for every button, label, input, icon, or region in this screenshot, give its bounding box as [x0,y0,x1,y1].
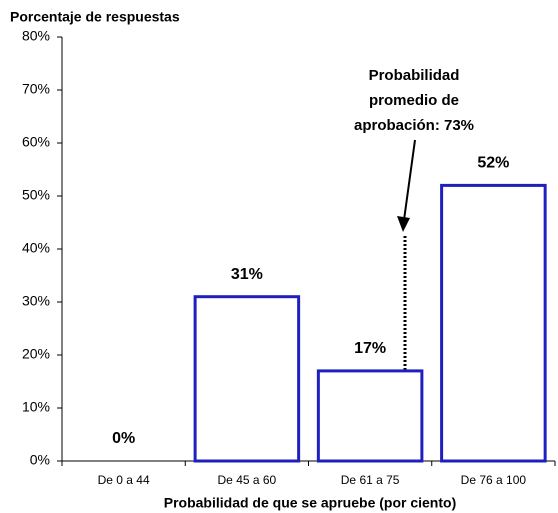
value-label: 31% [231,266,263,283]
x-axis-label: Probabilidad de que se apruebe (por cien… [164,495,457,511]
annotation-arrow [403,139,416,221]
annotation: Probabilidad [369,67,460,84]
y-tick-label: 50% [22,187,50,203]
annotation: promedio de [369,92,459,109]
y-tick-label: 80% [22,28,50,44]
bar [193,295,301,463]
bar [316,369,424,463]
chart-title: Porcentaje de respuestas [10,9,180,25]
y-tick-label: 60% [22,134,50,150]
y-tick-label: 20% [22,346,50,362]
y-tick-label: 10% [22,399,50,415]
y-tick-label: 40% [22,240,50,256]
y-tick-label: 0% [30,452,50,468]
value-label: 0% [112,430,135,447]
y-tick-label: 30% [22,293,50,309]
value-label: 17% [354,340,386,357]
arrow-head [397,216,410,232]
x-tick-label: De 0 a 44 [98,473,150,487]
annotation: aprobación: 73% [354,117,474,134]
y-tick-label: 70% [22,81,50,97]
value-label: 52% [477,155,509,172]
x-tick-label: De 45 a 60 [218,473,277,487]
x-tick-label: De 76 a 100 [461,473,527,487]
bar [440,183,547,463]
x-tick-label: De 61 a 75 [341,473,400,487]
